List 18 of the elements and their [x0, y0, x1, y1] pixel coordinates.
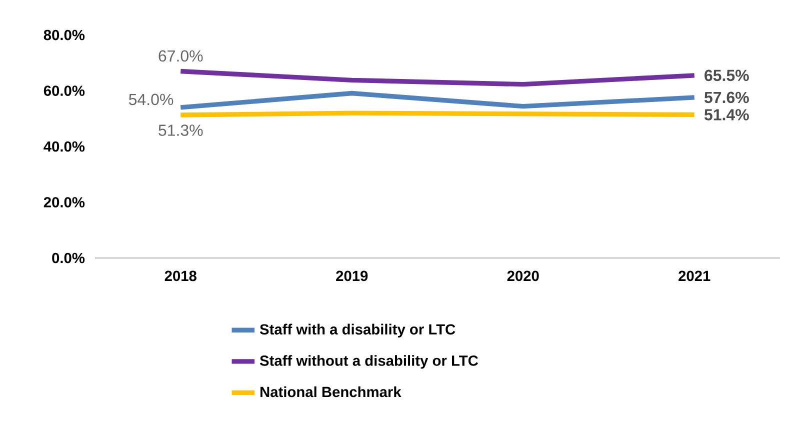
data-label: 65.5% — [704, 70, 749, 82]
y-tick-label: 60.0% — [44, 86, 85, 96]
y-tick-label: 40.0% — [44, 141, 85, 152]
x-tick-label: 2018 — [164, 270, 196, 282]
legend-label: National Benchmark — [260, 386, 402, 398]
x-tick-label: 2021 — [678, 270, 710, 282]
y-tick-label: 0.0% — [52, 252, 85, 264]
data-label: 51.4% — [704, 109, 749, 120]
x-tick-label: 2020 — [507, 270, 539, 282]
data-label: 67.0% — [158, 50, 203, 62]
legend-label: Staff with a disability or LTC — [260, 324, 456, 338]
data-label: 54.0% — [128, 94, 174, 106]
data-label: 51.3% — [158, 124, 203, 136]
legend-label: Staff without a disability or LTC — [260, 355, 478, 369]
y-tick-label: 20.0% — [44, 197, 85, 208]
x-tick-label: 2019 — [336, 270, 368, 282]
data-label: 57.6% — [704, 92, 749, 104]
y-tick-label: 80.0% — [44, 30, 85, 40]
